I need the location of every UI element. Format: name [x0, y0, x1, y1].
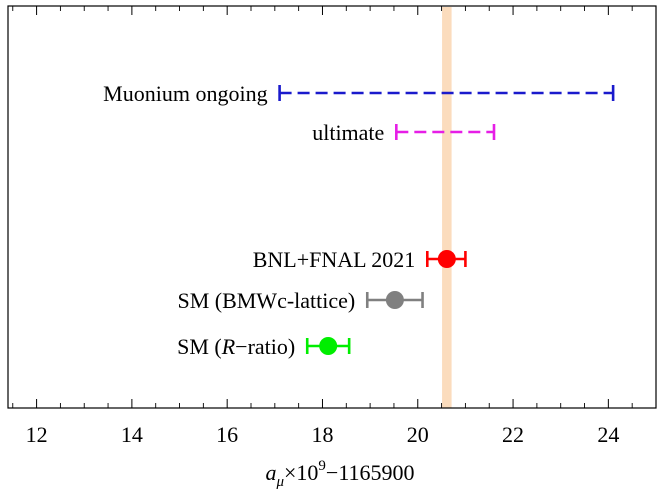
series-layer [278, 85, 615, 355]
x-tick-label: 20 [407, 422, 429, 447]
band-layer [442, 7, 452, 408]
entry-label-4: SM (R−ratio) [177, 334, 295, 359]
label-layer: Muonium ongoing ultimate BNL+FNAL 2021 SM (… [103, 81, 415, 359]
x-axis-title: aμ×109−1165900 [265, 458, 414, 490]
errorbar-0 [278, 85, 615, 101]
x-tick-label: 12 [26, 422, 48, 447]
x-tick-label: 22 [502, 422, 524, 447]
tick-layer: 12 14 16 18 20 22 24 [12, 6, 657, 447]
plot-border [7, 5, 657, 409]
x-tick-label: 14 [121, 422, 143, 447]
entry-label-3: SM (BMWc-lattice) [177, 288, 355, 313]
label-suffix: −ratio) [235, 334, 295, 359]
central-value-point [385, 291, 404, 309]
entry-label-0: Muonium ongoing [103, 81, 267, 106]
label-italic: R [221, 334, 236, 359]
x-title-subscript: μ [275, 474, 284, 490]
x-tick-label: 16 [216, 422, 238, 447]
central-value-point [437, 250, 456, 268]
central-value-point [319, 337, 338, 355]
x-tick-label: 18 [311, 422, 333, 447]
errorbar-3 [365, 291, 424, 309]
label-prefix: SM ( [177, 334, 222, 359]
entry-label-2: BNL+FNAL 2021 [253, 247, 416, 272]
errorbar-1 [395, 124, 496, 140]
x-title-mid: ×10 [284, 460, 318, 485]
errorbar-2 [425, 250, 467, 268]
reference-band [442, 7, 452, 408]
x-title-superscript: 9 [318, 458, 326, 474]
plot-frame [7, 5, 657, 409]
entry-label-1: ultimate [312, 120, 384, 145]
errorbar-4 [305, 337, 351, 355]
x-title-tail: −1165900 [326, 460, 415, 485]
x-tick-label: 24 [597, 422, 619, 447]
x-title-base: a [265, 460, 276, 485]
